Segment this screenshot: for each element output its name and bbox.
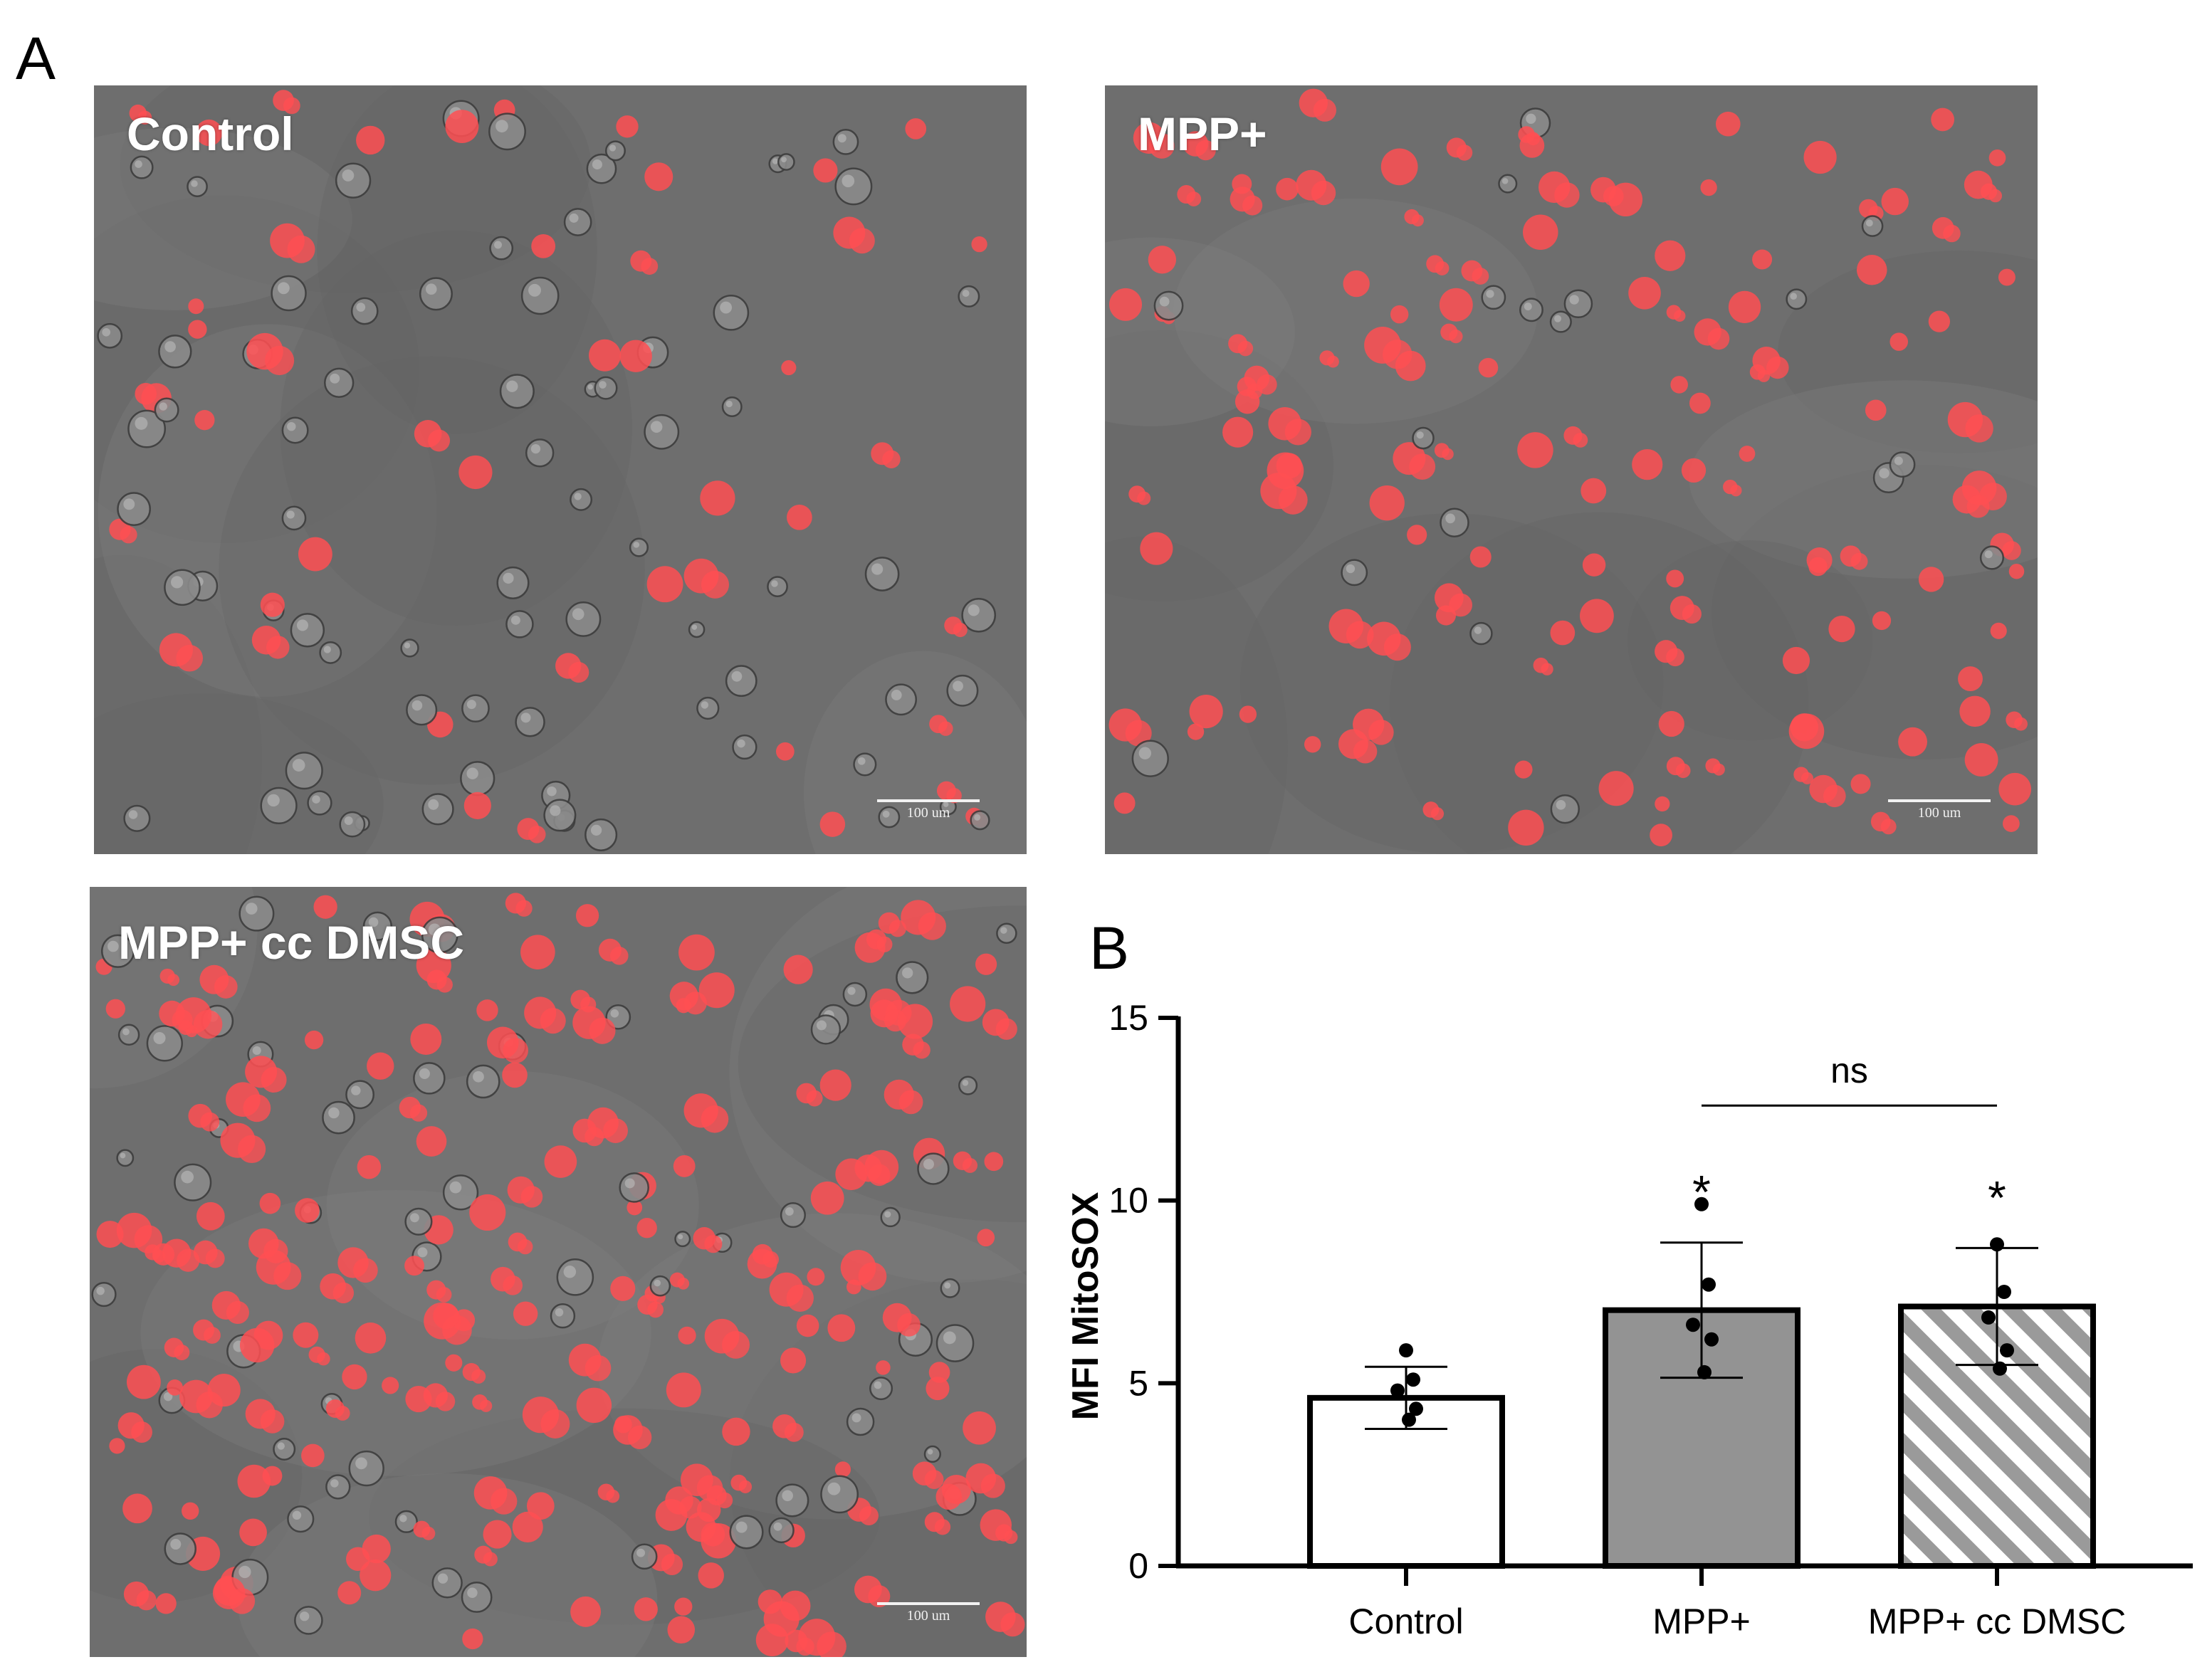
micrograph-control-scalebar: 100 um [877,799,980,821]
micrograph-control-scalebar-text: 100 um [906,805,950,821]
x-tick-label: Control [1348,1601,1463,1641]
micrograph-mpp-cc-dmsc-scalebar-text: 100 um [906,1608,950,1624]
data-point [1704,1332,1719,1347]
micrograph-mpp-scalebar-text: 100 um [1917,805,1961,821]
data-point [1993,1361,2007,1376]
x-tick-label: MPP+ cc DMSC [1868,1601,2127,1641]
data-point [1406,1372,1420,1387]
significance-star-2: * [1988,1171,2006,1224]
bar-chart: 0 5 10 15 MFI MitoSOX Control MPP+ * MPP+ cc DMS… [1065,998,2193,1641]
data-point [1702,1277,1716,1292]
panel-label-a: A [16,25,56,92]
micrograph-mpp: MPP+ 100 um [1105,85,2038,854]
micrograph-control: Control 100 um [94,85,1027,854]
comparison-label: ns [1830,1051,1868,1090]
micrograph-control-image [94,85,1027,854]
y-tick-label: 5 [1128,1363,1148,1403]
micrograph-mpp-cc-dmsc-image [90,887,1027,1657]
data-point [2000,1343,2014,1358]
y-tick-label: 15 [1108,998,1148,1038]
micrograph-mpp-cc-dmsc: MPP+ cc DMSC 100 um [90,887,1027,1657]
data-point [1402,1412,1416,1427]
y-tick-label: 0 [1128,1546,1148,1586]
micrograph-mpp-cc-dmsc-label: MPP+ cc DMSC [118,916,464,969]
panel-label-b: B [1089,915,1130,982]
data-point [1694,1196,1709,1211]
micrograph-mpp-label: MPP+ [1138,107,1267,160]
data-point [1390,1383,1405,1398]
y-tick-label: 10 [1108,1181,1148,1221]
data-point [1409,1401,1423,1416]
x-tick-label: MPP+ [1652,1601,1751,1641]
micrograph-mpp-image [1105,85,2038,854]
data-point [1686,1317,1700,1332]
micrograph-mpp-scalebar: 100 um [1888,799,1991,821]
micrograph-control-label: Control [127,107,294,160]
micrograph-mpp-cc-dmsc-scalebar: 100 um [877,1602,980,1624]
data-point [1990,1237,2004,1252]
data-point [1697,1364,1712,1379]
data-point [1997,1285,2011,1299]
data-point [1399,1343,1413,1358]
y-axis-label: MFI MitoSOX [1065,1192,1106,1420]
data-point [1981,1310,1996,1325]
significance-star-1: * [1692,1166,1711,1219]
